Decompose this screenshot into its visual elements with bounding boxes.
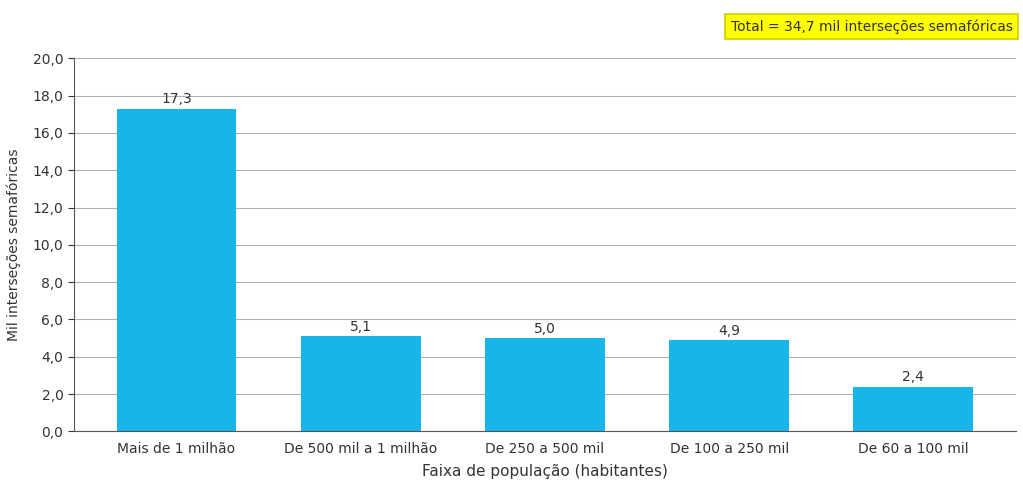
- Bar: [669, 340, 789, 431]
- Bar: [853, 386, 973, 431]
- Text: 5,1: 5,1: [350, 320, 371, 334]
- Text: Total = 34,7 mil interseções semafóricas: Total = 34,7 mil interseções semafóricas: [730, 19, 1013, 34]
- Bar: [301, 336, 420, 431]
- Text: 5,0: 5,0: [534, 322, 555, 336]
- Bar: [117, 109, 236, 431]
- Y-axis label: Mil interseções semafóricas: Mil interseções semafóricas: [7, 149, 21, 341]
- Text: 4,9: 4,9: [718, 324, 741, 338]
- X-axis label: Faixa de população (habitantes): Faixa de população (habitantes): [422, 464, 668, 479]
- Text: 17,3: 17,3: [162, 92, 192, 106]
- Text: 2,4: 2,4: [902, 370, 925, 384]
- Bar: [485, 338, 605, 431]
